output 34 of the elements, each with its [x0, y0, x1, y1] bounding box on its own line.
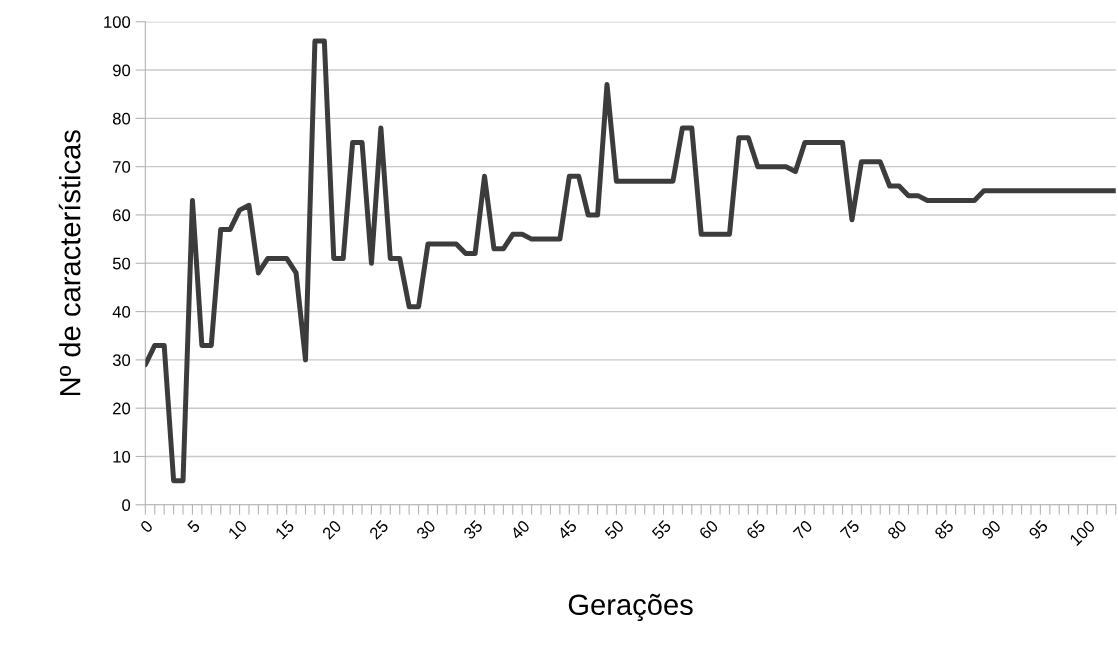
y-tick-label: 0 — [122, 499, 131, 511]
x-tick-label: 55 — [651, 519, 672, 540]
x-tick-label: 85 — [933, 519, 955, 540]
y-tick-label: 100 — [104, 16, 131, 28]
x-tick-label: 75 — [839, 519, 861, 540]
x-axis-title: Gerações — [568, 593, 693, 621]
y-tick-label: 60 — [113, 209, 131, 222]
y-axis-title: Nº de características — [58, 130, 81, 396]
y-tick-label: 10 — [113, 450, 131, 463]
x-tick-label: 35 — [462, 519, 484, 540]
x-tick-label: 65 — [745, 519, 766, 540]
x-tick-label: 40 — [509, 519, 531, 541]
x-tick-label: 60 — [698, 519, 719, 540]
x-tick-label: 90 — [981, 519, 1002, 540]
y-tick-label: 70 — [113, 161, 131, 173]
x-tick-label: 80 — [886, 519, 908, 540]
x-tick-label: 50 — [604, 519, 625, 540]
y-tick-label: 80 — [112, 112, 131, 125]
x-tick-label: 25 — [368, 519, 390, 540]
y-tick-label: 30 — [112, 354, 131, 367]
y-tick-label: 50 — [112, 257, 131, 270]
y-tick-label: 90 — [113, 64, 131, 77]
x-tick-label: 10 — [227, 519, 248, 540]
x-tick-label: 0 — [139, 519, 154, 534]
x-tick-label: 5 — [186, 519, 201, 534]
x-tick-label: 95 — [1028, 519, 1049, 540]
x-tick-label: 45 — [556, 519, 578, 541]
x-tick-label: 100 — [1069, 519, 1096, 547]
y-tick-label: 20 — [113, 402, 131, 415]
x-tick-label: 20 — [321, 519, 342, 540]
x-tick-label: 70 — [792, 519, 814, 540]
x-tick-label: 15 — [274, 519, 295, 540]
y-tick-label: 40 — [112, 305, 131, 318]
x-tick-label: 30 — [415, 519, 437, 540]
